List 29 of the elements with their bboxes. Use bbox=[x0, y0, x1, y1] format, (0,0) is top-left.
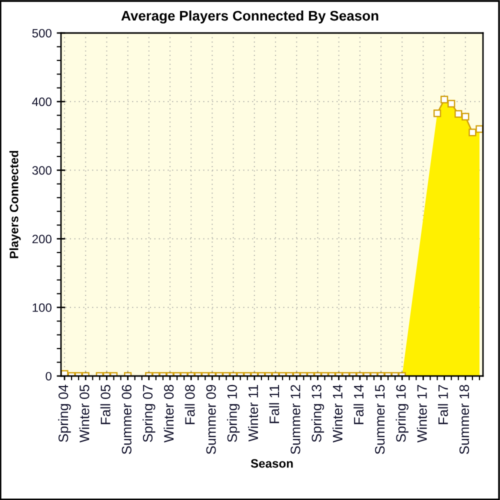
x-tick-label: Spring 13 bbox=[311, 384, 324, 442]
y-tick-label: 200 bbox=[32, 234, 52, 244]
x-tick-label: Spring 10 bbox=[226, 384, 240, 442]
x-axis-title: Season bbox=[250, 459, 293, 468]
x-tick-label: Summer 06 bbox=[122, 384, 132, 454]
x-tick-label: Summer 15 bbox=[375, 384, 385, 454]
x-tick-label: Fall 05 bbox=[100, 384, 110, 424]
y-tick-label: 400 bbox=[32, 98, 52, 106]
y-tick-label: 100 bbox=[32, 303, 52, 312]
x-tick-label: Winter 17 bbox=[416, 385, 427, 443]
chart-title: Average Players Connected By Season bbox=[121, 10, 378, 24]
x-tick-label: Spring 07 bbox=[142, 385, 156, 442]
x-tick-label: Spring 04 bbox=[58, 384, 71, 442]
y-tick-label: 300 bbox=[32, 166, 52, 175]
y-tick-label: 500 bbox=[32, 28, 52, 38]
x-tick-label: Fall 14 bbox=[354, 384, 364, 424]
x-tick-label: Summer 12 bbox=[290, 385, 300, 454]
x-tick-label: Summer 09 bbox=[206, 384, 216, 454]
x-tick-label: Summer 18 bbox=[459, 384, 470, 454]
x-tick-label: Spring 16 bbox=[396, 384, 408, 442]
x-tick-label: Winter 05 bbox=[79, 384, 90, 443]
x-tick-label: Winter 11 bbox=[248, 384, 258, 442]
x-tick-label: Winter 08 bbox=[164, 384, 174, 443]
y-tick-label: 0 bbox=[46, 372, 52, 380]
x-tick-label: Winter 14 bbox=[332, 384, 342, 443]
x-tick-label: Fall 17 bbox=[438, 385, 448, 424]
x-tick-label: Fall 08 bbox=[184, 384, 195, 424]
y-axis-title: Players Connected bbox=[9, 150, 21, 258]
x-tick-label: Fall 11 bbox=[269, 384, 280, 424]
